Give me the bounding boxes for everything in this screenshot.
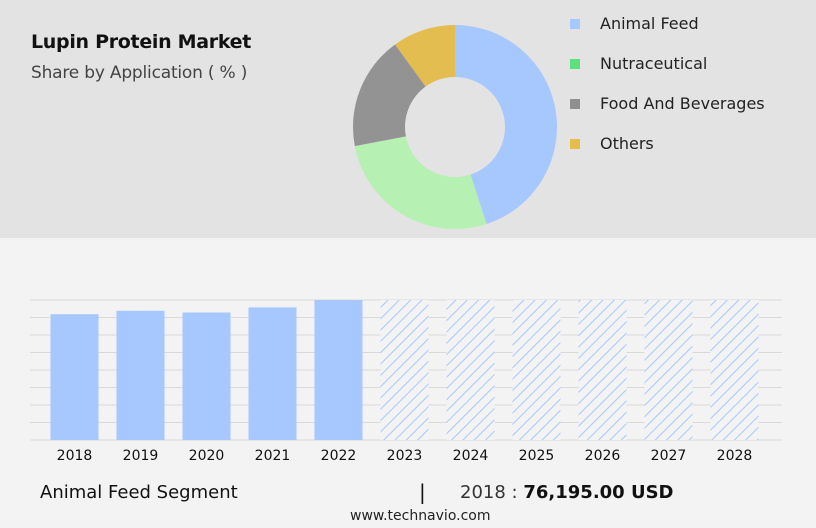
donut-chart	[353, 25, 558, 229]
legend-label: Others	[600, 134, 654, 153]
x-tick-label: 2024	[453, 448, 489, 464]
bar-2021	[248, 307, 297, 440]
legend-swatch-animal-feed	[570, 19, 580, 29]
bar-2020	[182, 312, 231, 440]
bar-chart: 2018 2019 2020 2021 2022 2023 2024 2025 2026 2027…	[30, 299, 782, 464]
x-tick-label: 2026	[585, 448, 621, 464]
x-tick-label: 2025	[519, 448, 555, 464]
footer-year-value: 2018 : 76,195.00 USD	[460, 482, 674, 503]
x-tick-label: 2020	[189, 448, 225, 464]
forecast-bar-2027	[644, 300, 693, 440]
chart-subtitle: Share by Application ( % )	[31, 63, 248, 83]
footer-separator: |	[419, 480, 426, 504]
legend-swatch-nutraceutical	[570, 59, 580, 69]
legend-item-nutraceutical: Nutraceutical	[570, 53, 800, 75]
forecast-bar-2026	[578, 300, 627, 440]
forecast-bar-2024	[446, 300, 495, 440]
forecast-bar-2028	[710, 300, 759, 440]
bar-2018	[50, 314, 99, 440]
site-url: www.technavio.com	[350, 508, 491, 524]
x-tick-label: 2018	[57, 448, 93, 464]
legend-item-food-and-beverages: Food And Beverages	[570, 93, 800, 115]
donut-slice-food-and-beverages	[353, 44, 426, 147]
forecast-bar-2023	[380, 300, 429, 440]
forecast-bar-2025	[512, 300, 561, 440]
legend-swatch-food-and-beverages	[570, 99, 580, 109]
x-tick-label: 2021	[255, 448, 291, 464]
donut-slice-others	[395, 25, 455, 87]
donut-slice-nutraceutical	[354, 136, 487, 229]
footer-value: 76,195.00 USD	[523, 482, 674, 503]
footer-colon: :	[511, 482, 518, 503]
x-tick-label: 2022	[321, 448, 357, 464]
x-tick-label: 2028	[717, 448, 753, 464]
x-tick-label: 2023	[387, 448, 423, 464]
legend-label: Nutraceutical	[600, 54, 708, 73]
x-tick-label: 2027	[651, 448, 687, 464]
footer-year: 2018	[460, 482, 506, 503]
bar-2019	[116, 310, 165, 440]
legend-label: Animal Feed	[600, 14, 699, 33]
x-tick-label: 2019	[123, 448, 159, 464]
legend-item-animal-feed: Animal Feed	[570, 13, 800, 35]
legend-item-others: Others	[570, 133, 800, 155]
legend-swatch-others	[570, 139, 580, 149]
bar-2022	[314, 300, 363, 440]
legend-label: Food And Beverages	[600, 94, 765, 113]
chart-title: Lupin Protein Market	[31, 31, 252, 53]
donut-slice-animal-feed	[455, 25, 558, 225]
footer-segment: Animal Feed Segment	[40, 482, 238, 503]
